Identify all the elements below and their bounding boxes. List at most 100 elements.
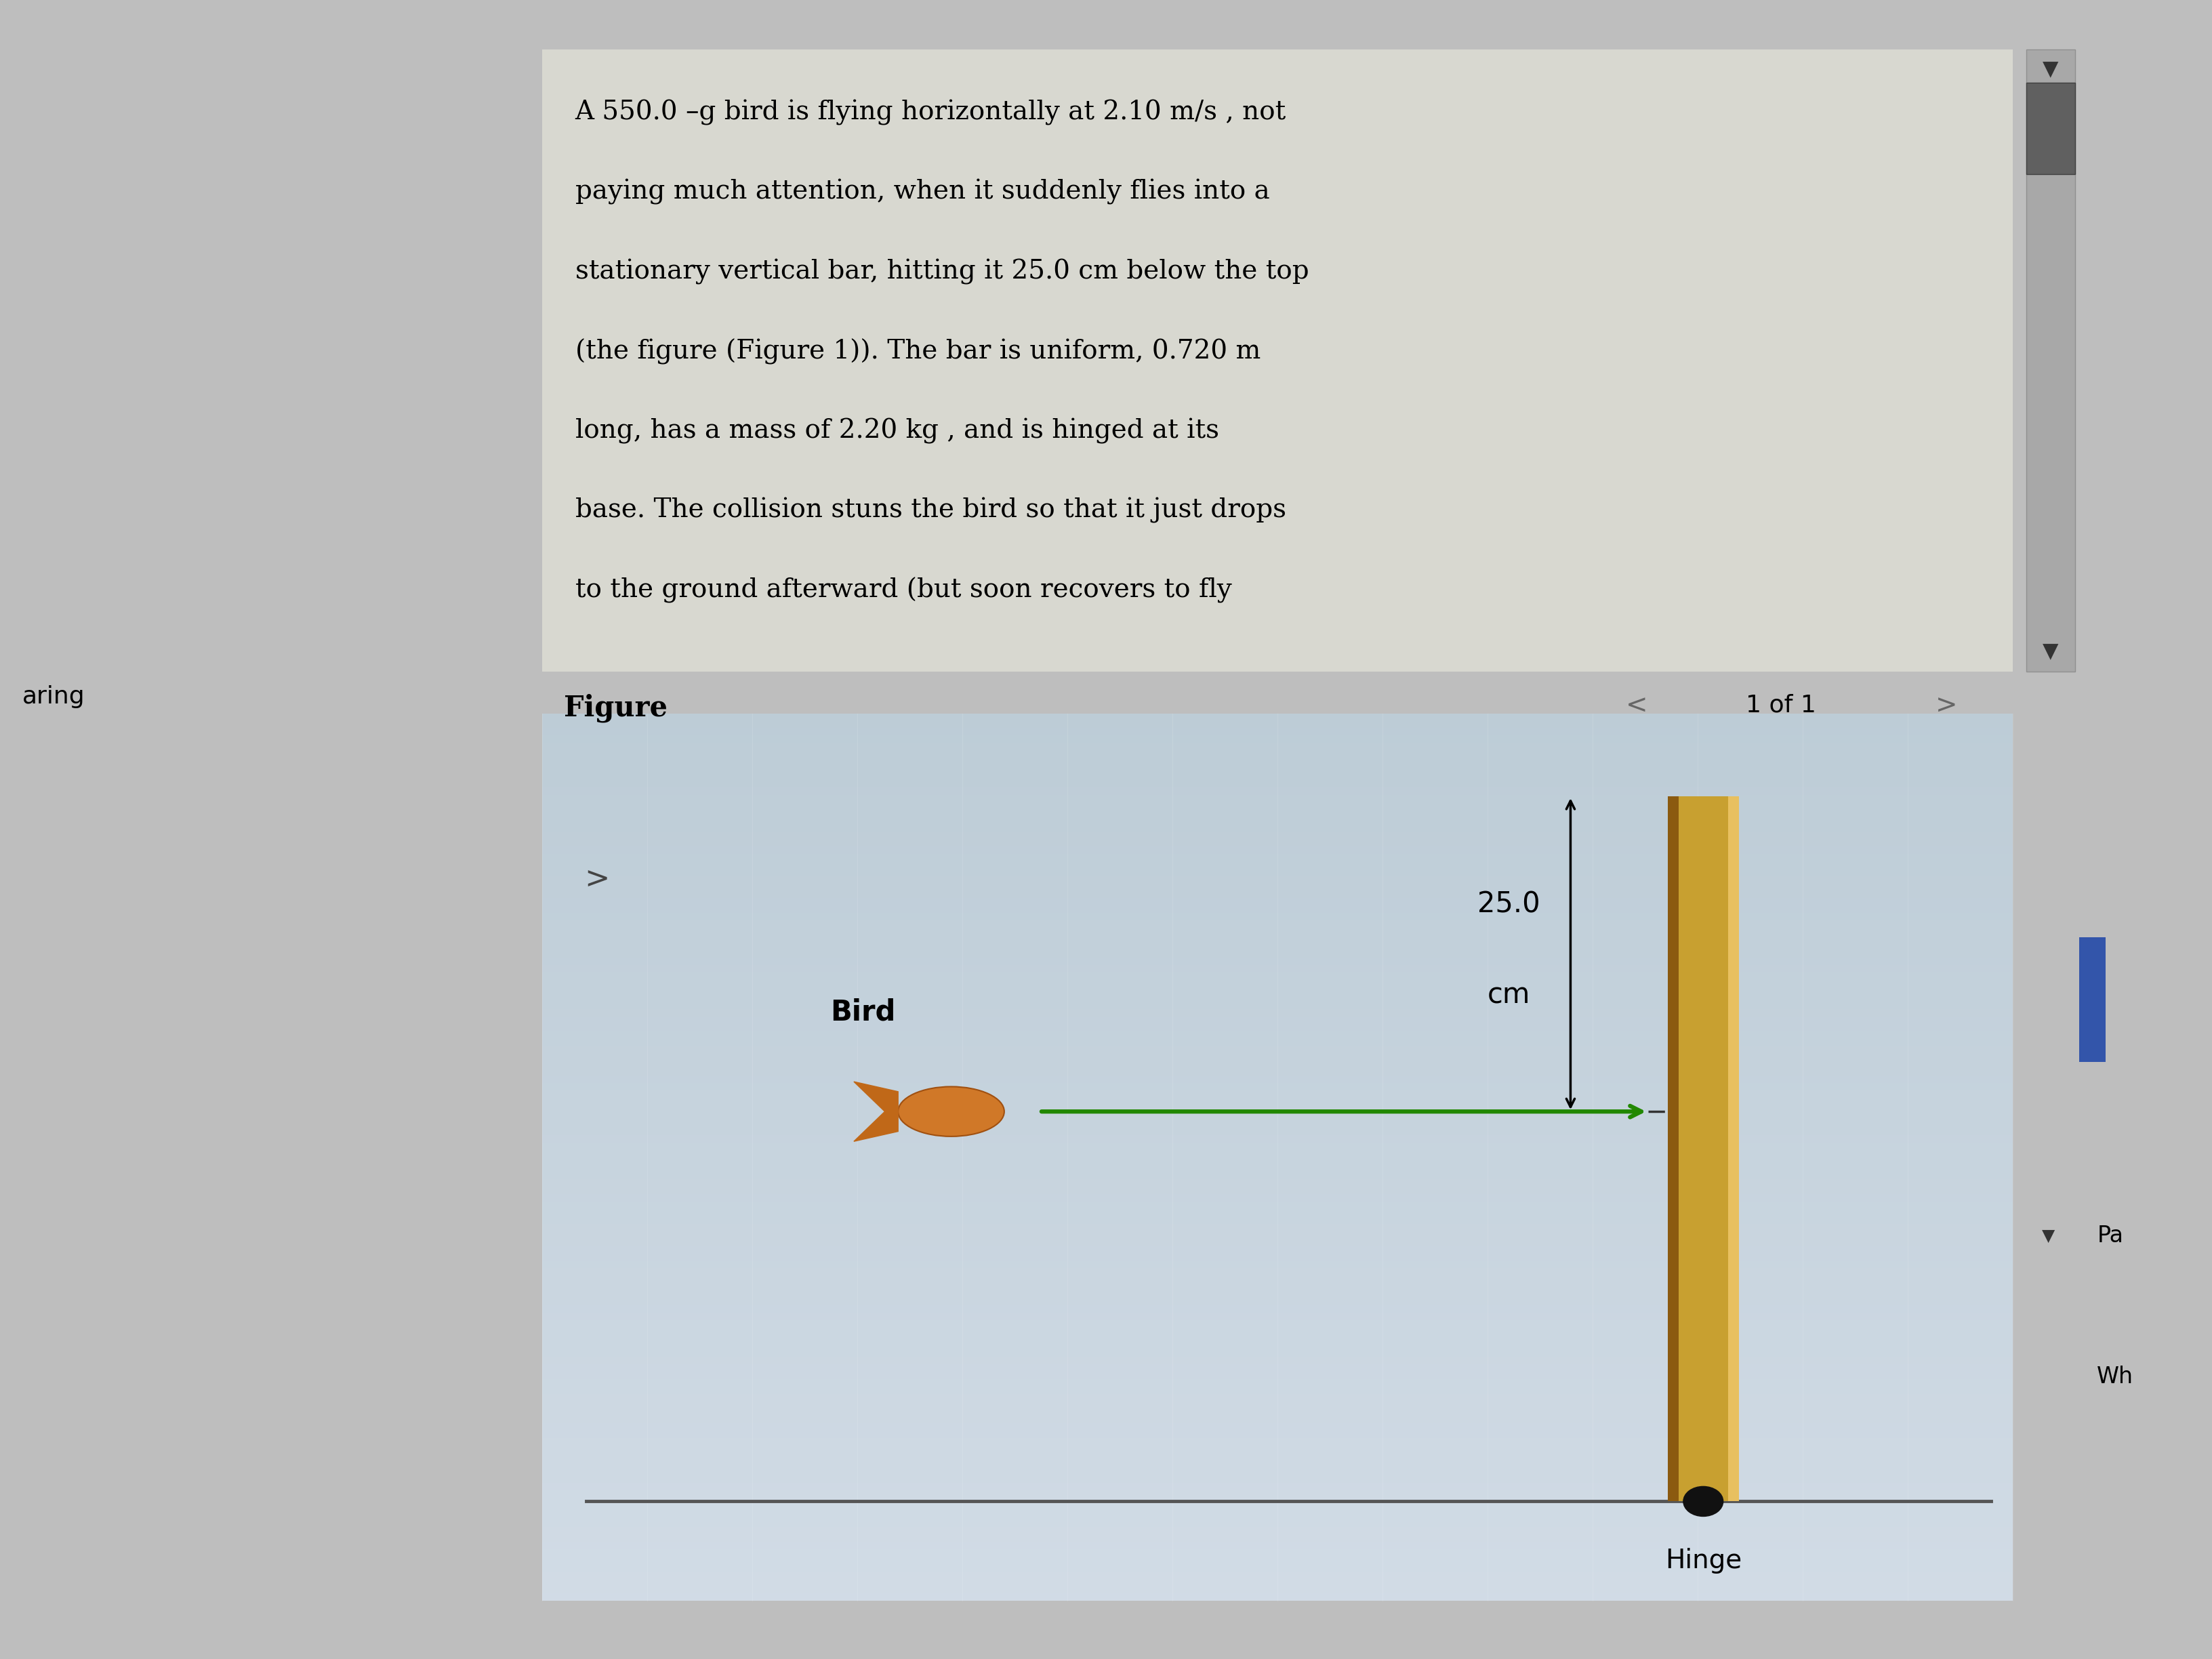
Bar <box>542 1239 2013 1246</box>
Bar <box>542 1053 2013 1062</box>
Bar <box>542 1327 2013 1334</box>
Bar <box>542 951 2013 957</box>
Bar <box>542 869 2013 876</box>
Bar <box>542 713 2013 720</box>
Bar <box>2026 83 2075 174</box>
Text: 1 of 1: 1 of 1 <box>1745 693 1816 717</box>
Bar <box>542 1586 2013 1594</box>
Bar <box>542 1387 2013 1394</box>
Bar <box>542 936 2013 942</box>
Bar <box>542 839 2013 846</box>
Bar <box>542 1113 2013 1120</box>
Bar <box>542 1594 2013 1601</box>
Bar <box>542 1075 2013 1083</box>
Bar <box>542 825 2013 831</box>
Bar <box>542 1394 2013 1402</box>
Bar <box>542 1180 2013 1186</box>
Bar <box>542 728 2013 735</box>
Bar <box>542 1120 2013 1128</box>
Bar <box>542 1408 2013 1417</box>
Bar <box>542 876 2013 884</box>
Bar <box>542 1105 2013 1113</box>
Bar <box>542 1526 2013 1535</box>
Bar <box>542 1261 2013 1267</box>
Bar <box>542 854 2013 861</box>
Bar <box>1668 796 1679 1501</box>
Bar <box>542 1571 2013 1579</box>
Bar <box>542 1349 2013 1357</box>
Bar <box>542 1039 2013 1047</box>
Bar <box>542 1165 2013 1171</box>
Bar <box>542 994 2013 1002</box>
Bar <box>542 1535 2013 1541</box>
Bar <box>542 788 2013 795</box>
Bar <box>542 1550 2013 1556</box>
Bar <box>542 1068 2013 1075</box>
Bar <box>542 720 2013 728</box>
Bar <box>542 1171 2013 1180</box>
Bar <box>542 1490 2013 1498</box>
Text: <: < <box>1626 693 1648 720</box>
Ellipse shape <box>898 1087 1004 1136</box>
Bar <box>542 1276 2013 1282</box>
Bar <box>542 1306 2013 1312</box>
Bar <box>542 1297 2013 1306</box>
Bar <box>1728 796 1739 1501</box>
Bar <box>542 1253 2013 1261</box>
Bar <box>542 942 2013 951</box>
Bar <box>542 957 2013 966</box>
Bar <box>542 816 2013 825</box>
Bar <box>542 1282 2013 1291</box>
Bar <box>542 1231 2013 1239</box>
Bar <box>542 861 2013 869</box>
Bar <box>542 810 2013 816</box>
Bar <box>542 966 2013 972</box>
Bar <box>542 1135 2013 1143</box>
Bar <box>542 1579 2013 1586</box>
Text: (the figure (Figure 1)). The bar is uniform, 0.720 m: (the figure (Figure 1)). The bar is unif… <box>575 338 1261 365</box>
Bar <box>542 846 2013 854</box>
Bar <box>542 1098 2013 1105</box>
Bar <box>542 1321 2013 1327</box>
Bar <box>542 1402 2013 1408</box>
Text: ▼: ▼ <box>2042 60 2059 80</box>
Text: stationary vertical bar, hitting it 25.0 cm below the top: stationary vertical bar, hitting it 25.0… <box>575 259 1310 285</box>
Bar <box>542 1186 2013 1194</box>
Bar <box>542 1062 2013 1068</box>
Bar <box>542 1024 2013 1032</box>
Bar <box>542 1090 2013 1098</box>
Bar <box>542 1267 2013 1276</box>
Bar <box>542 1498 2013 1505</box>
Bar <box>542 1083 2013 1090</box>
Bar <box>542 1372 2013 1379</box>
Text: paying much attention, when it suddenly flies into a: paying much attention, when it suddenly … <box>575 179 1270 206</box>
Bar <box>542 743 2013 750</box>
Bar <box>542 1423 2013 1430</box>
Bar <box>542 50 2013 672</box>
Bar <box>542 1002 2013 1009</box>
Text: aring: aring <box>22 685 84 708</box>
Bar <box>542 972 2013 979</box>
Bar <box>542 1556 2013 1564</box>
Text: ▼: ▼ <box>2042 1228 2055 1244</box>
Bar <box>542 1216 2013 1224</box>
Bar <box>542 921 2013 927</box>
Bar <box>542 979 2013 987</box>
Bar <box>542 1194 2013 1201</box>
Text: base. The collision stuns the bird so that it just drops: base. The collision stuns the bird so th… <box>575 498 1285 524</box>
Bar <box>542 1430 2013 1438</box>
Bar <box>542 1143 2013 1150</box>
Bar <box>542 1483 2013 1490</box>
Circle shape <box>1683 1486 1723 1516</box>
Text: Pa: Pa <box>2097 1224 2124 1248</box>
Bar <box>542 987 2013 994</box>
Bar <box>542 1364 2013 1372</box>
Bar <box>542 735 2013 743</box>
Polygon shape <box>854 1082 898 1141</box>
Bar <box>542 1379 2013 1387</box>
Text: long, has a mass of 2.20 kg , and is hinged at its: long, has a mass of 2.20 kg , and is hin… <box>575 418 1219 445</box>
Bar <box>542 1128 2013 1135</box>
Bar <box>542 1445 2013 1453</box>
Bar <box>542 1032 2013 1039</box>
Bar <box>542 831 2013 839</box>
